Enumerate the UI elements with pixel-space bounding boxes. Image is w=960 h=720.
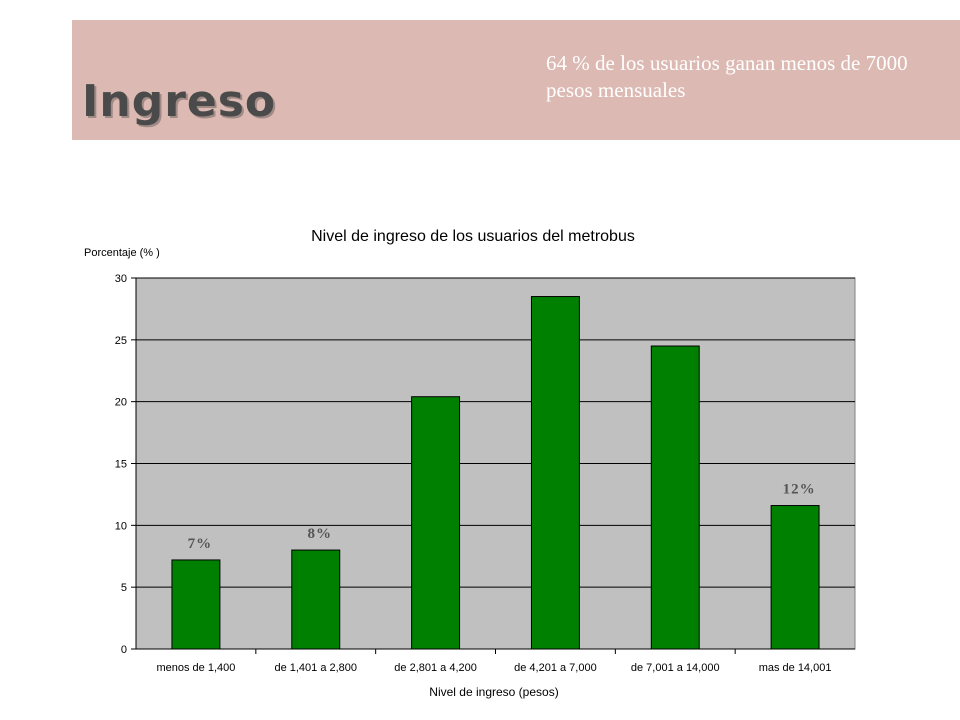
y-tick-label: 25 — [115, 335, 127, 347]
y-tick-label: 5 — [121, 582, 127, 594]
chart-title: Nivel de ingreso de los usuarios del met… — [311, 228, 635, 245]
bar — [530, 296, 580, 650]
header-note: 64 % de los usuarios ganan menos de 7000… — [546, 51, 908, 102]
bar — [291, 549, 341, 650]
y-tick-label: 0 — [121, 644, 127, 656]
x-tick-label: de 2,801 a 4,200 — [394, 662, 477, 674]
y-tick-label: 20 — [115, 397, 127, 409]
header-band: Ingreso 64 % de los usuarios ganan menos… — [72, 20, 960, 140]
x-axis-label: Nivel de ingreso (pesos) — [429, 685, 558, 699]
bar — [411, 396, 461, 650]
bar — [770, 505, 820, 650]
bar-data-label: 8% — [308, 526, 333, 542]
y-tick-label: 10 — [115, 520, 127, 532]
y-tick-label: 15 — [115, 459, 127, 471]
bar-data-label: 12% — [783, 482, 816, 498]
x-tick-label: de 1,401 a 2,800 — [274, 662, 357, 674]
slide-title: Ingreso — [82, 76, 277, 127]
bar — [171, 559, 221, 650]
x-tick-label: menos de 1,400 — [156, 662, 235, 674]
y-axis-label: Porcentaje (% ) — [84, 247, 160, 259]
x-tick-label: mas de 14,001 — [759, 662, 832, 674]
bar-data-label: 7% — [188, 536, 213, 552]
y-tick-label: 30 — [115, 273, 127, 285]
bar — [650, 345, 700, 650]
x-tick-label: de 4,201 a 7,000 — [514, 662, 597, 674]
x-tick-label: de 7,001 a 14,000 — [631, 662, 720, 674]
